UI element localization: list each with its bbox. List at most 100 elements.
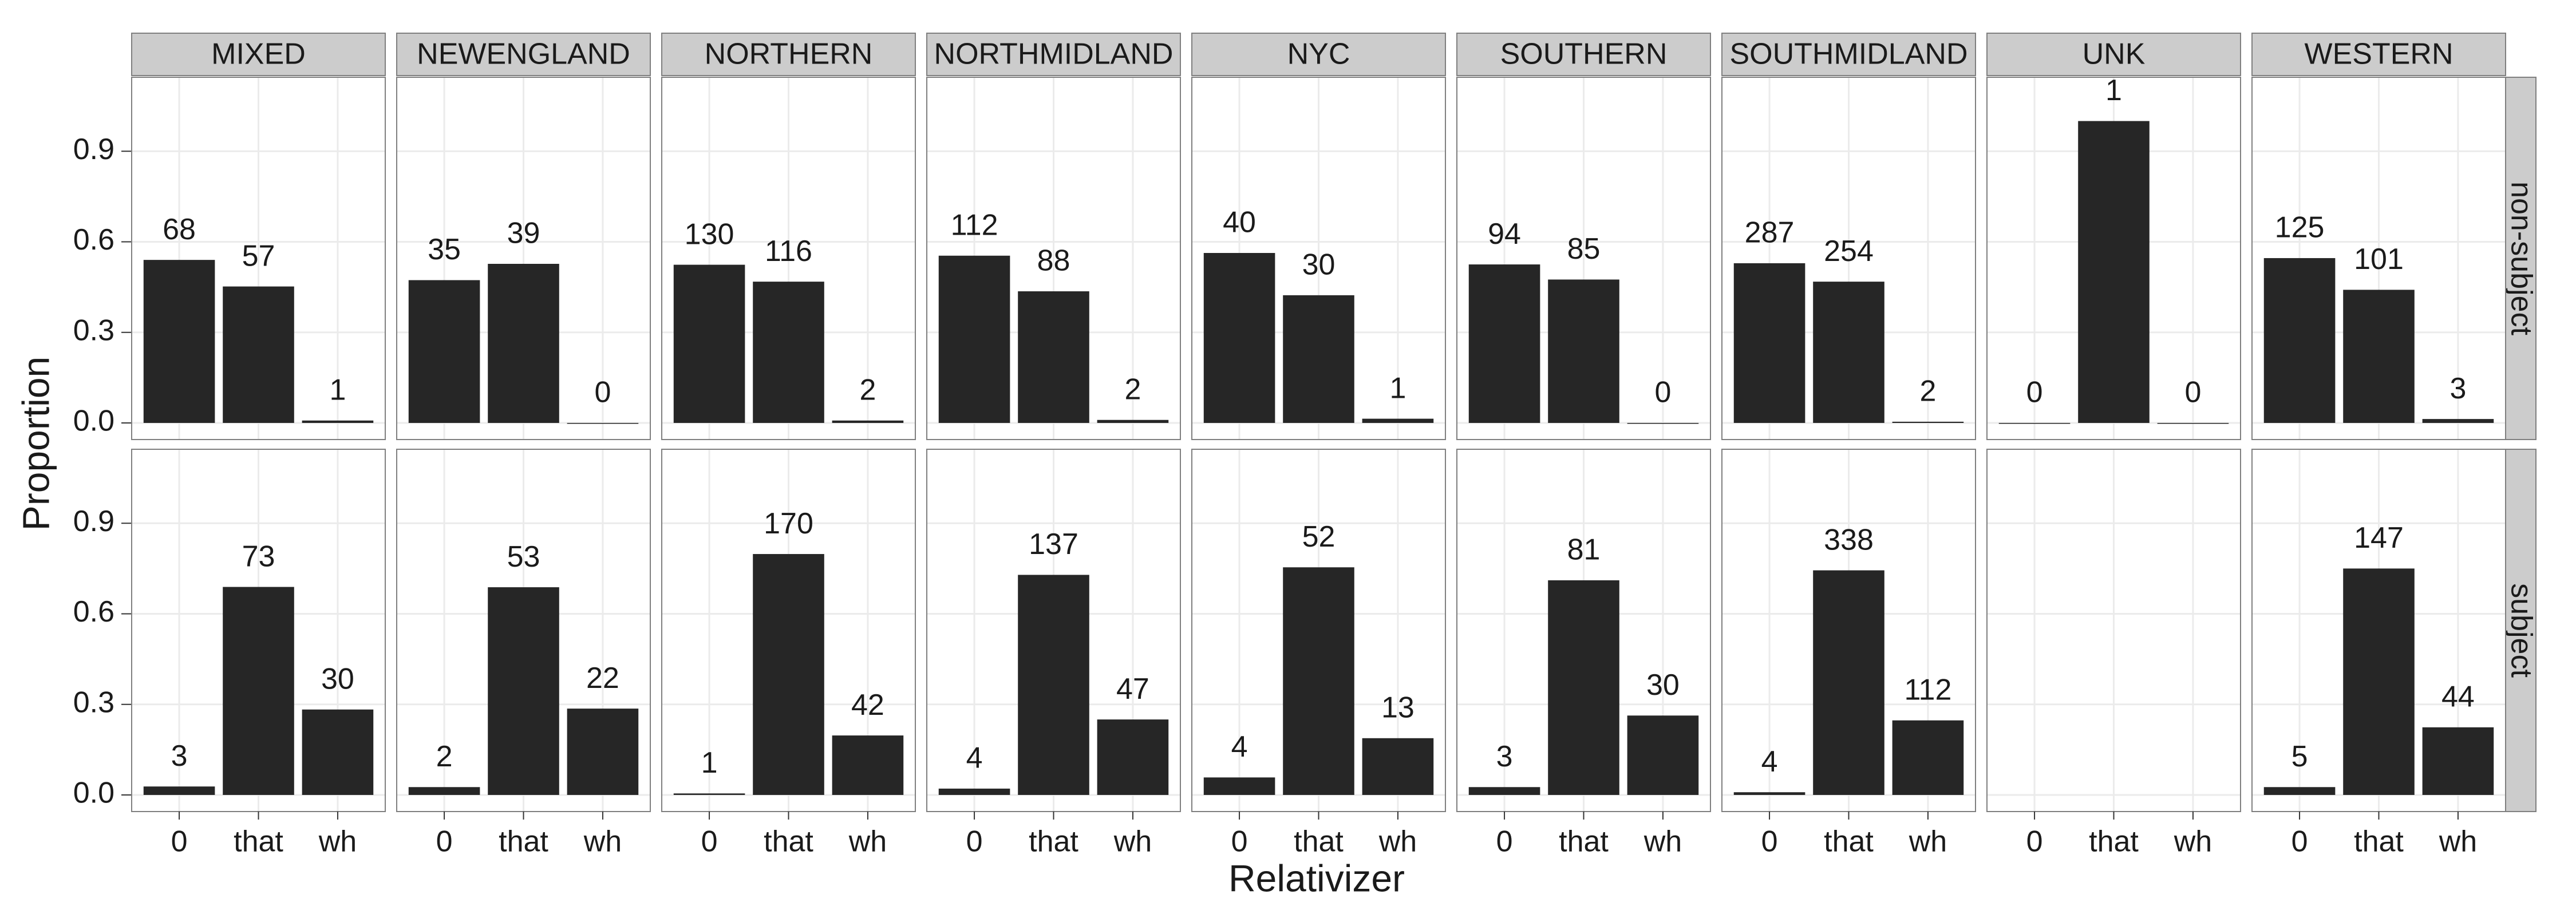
bar [1018,291,1089,423]
panel-border [1986,77,2241,440]
strip [131,33,386,76]
strip-label: NORTHERN [705,38,873,71]
y-tick-label: 0.0 [73,777,114,810]
bar [2263,787,2336,795]
strip [926,33,1181,76]
strip [396,33,651,76]
bar [1362,738,1434,795]
bar [2422,727,2494,795]
x-tick-label: that [764,825,813,858]
bar [143,786,215,795]
strip [2503,77,2537,440]
count-label: 287 [1745,216,1795,250]
count-label: 47 [1116,672,1149,706]
count-label: 112 [1904,673,1951,706]
bar [2343,290,2415,423]
bar [1283,295,1354,423]
panel-border [1721,77,1976,440]
x-tick-label: wh [318,825,357,858]
count-label: 22 [586,662,619,695]
count-label: 4 [1231,730,1248,763]
bar [2078,121,2150,423]
count-label: 147 [2354,521,2404,555]
bar [223,587,294,795]
count-label: 1 [1389,371,1406,405]
bar [408,280,480,423]
bar [753,282,824,423]
x-tick-label: wh [2439,825,2477,858]
strip [661,33,916,76]
panel-border [1191,77,1446,440]
count-label: 101 [2354,243,2404,276]
bar [143,260,215,423]
panel-border [2251,77,2506,440]
x-tick-label: wh [1909,825,1947,858]
x-tick-label: wh [1113,825,1152,858]
strip-label: subject [2504,583,2538,678]
x-tick-label: that [1294,825,1344,858]
count-label: 88 [1037,244,1070,278]
bar [1018,575,1089,795]
count-label: 338 [1824,523,1874,556]
x-tick-label: 0 [2291,825,2308,858]
bar [1627,422,1699,424]
count-label: 35 [428,233,461,266]
count-label: 2 [859,374,876,407]
x-tick-label: wh [583,825,622,858]
count-label: 170 [764,507,813,540]
panel-border [1456,77,1711,440]
x-tick-label: that [1559,825,1609,858]
x-tick-label: wh [848,825,887,858]
y-tick-label: 0.6 [73,595,114,628]
strip-label: SOUTHERN [1500,38,1668,71]
count-label: 116 [765,235,812,268]
y-tick-label: 0.3 [73,314,114,347]
x-tick-label: that [234,825,283,858]
strip-label: NORTHMIDLAND [934,38,1174,71]
y-tick-label: 0.0 [73,405,114,438]
bar [1468,787,1540,795]
bar [302,709,374,795]
bar [832,420,904,423]
x-tick-label: wh [2174,825,2212,858]
bar [832,735,904,795]
bar [2157,422,2229,424]
count-label: 1 [329,374,346,407]
strip [1721,33,1976,76]
x-tick-label: that [499,825,548,858]
count-label: 42 [851,689,884,722]
count-label: 0 [1654,376,1671,409]
bar [223,286,294,423]
count-label: 3 [2449,372,2466,405]
bar [1548,580,1619,795]
count-label: 73 [242,540,275,573]
bar [673,264,745,423]
bar [1998,422,2071,424]
bar [1468,264,1540,423]
bar [2343,568,2415,795]
x-tick-label: that [2354,825,2404,858]
strip [2251,33,2506,76]
count-label: 2 [436,740,453,773]
count-label: 94 [1488,217,1521,251]
bar [1097,420,1169,423]
count-label: 2 [1124,373,1141,406]
panel-border [926,77,1181,440]
bar [1548,279,1619,423]
bar [1627,715,1699,795]
bar [408,787,480,795]
bar [488,263,559,423]
panel-border [396,77,651,440]
count-label: 30 [1646,668,1680,702]
count-label: 112 [951,208,998,242]
x-tick-label: 0 [171,825,188,858]
count-label: 137 [1029,528,1078,561]
y-tick-label: 0.6 [73,223,114,256]
count-label: 13 [1381,691,1415,725]
strip-label: WESTERN [2305,38,2453,71]
strip-label: UNK [2083,38,2146,71]
count-label: 3 [171,739,188,773]
bar [567,709,639,795]
x-tick-label: 0 [2026,825,2043,858]
strip [1456,33,1711,76]
